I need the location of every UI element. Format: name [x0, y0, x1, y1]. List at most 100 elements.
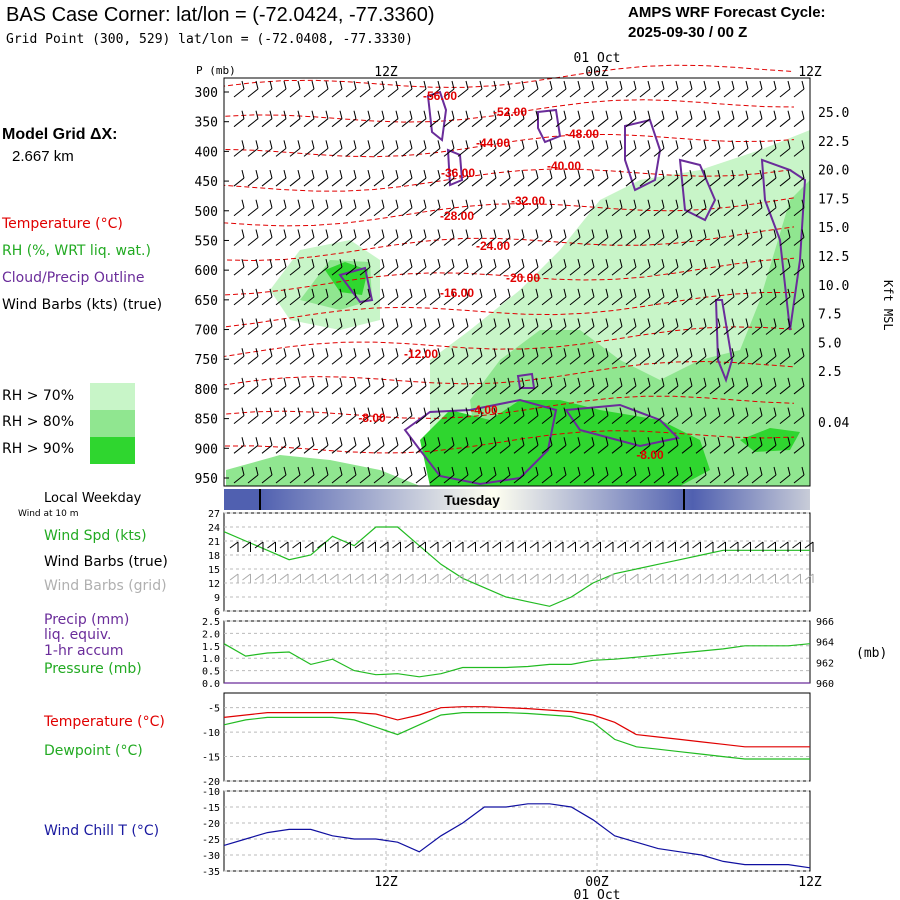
wind-barb-staff: [261, 355, 273, 365]
wind-barb: [443, 407, 455, 425]
pressure-tick-label: 450: [195, 175, 218, 190]
wind-barb-flag: [619, 437, 623, 446]
wind-barb: [303, 110, 315, 128]
wind-barb-flag: [381, 288, 385, 297]
wind-barb: [359, 199, 371, 217]
wind-barb-flag: [479, 259, 483, 268]
wind-barb: [513, 199, 525, 217]
temperature-contour-label: -40.00: [547, 159, 581, 173]
wind-barb: [597, 288, 609, 306]
wind-barb-staff: [639, 207, 651, 217]
wind-barb: [779, 466, 791, 484]
wind-barb: [765, 348, 777, 365]
wind-barb: [261, 110, 273, 128]
wind-barb: [695, 377, 707, 395]
wind-barb-flag: [297, 318, 301, 327]
wind-barb-flag: [353, 318, 357, 327]
wind-barb-true: [554, 541, 564, 549]
wind-barb-flag: [787, 169, 791, 179]
wind-barb-true: [242, 541, 251, 549]
wind-barb-staff: [429, 207, 441, 217]
wind-barb-grid: [579, 573, 589, 581]
wind-barb-flag: [241, 466, 245, 476]
wind-barb-staff: [569, 88, 581, 98]
wind-barb-staff: [681, 147, 693, 157]
wind-barb-flag: [675, 80, 679, 90]
wind-barb: [499, 169, 511, 187]
wind-barb-flag: [367, 169, 371, 179]
wind-barb: [443, 110, 455, 128]
wind-barb-flag: [493, 140, 497, 149]
wind-barb: [569, 199, 581, 217]
wind-barb: [695, 110, 707, 128]
wind-barb-staff: [289, 118, 301, 128]
wind-barb: [709, 377, 721, 395]
wind-barb-flag: [745, 348, 749, 357]
wind-barb-flag: [605, 348, 609, 357]
wind-barb-flag: [437, 199, 441, 208]
wind-barb: [499, 318, 511, 335]
wind-barb-staff: [247, 207, 259, 217]
wind-barb-staff: [569, 237, 581, 246]
wind-barb-flag: [689, 466, 693, 476]
wind-barb-true: [317, 541, 326, 549]
wind-barb: [499, 110, 511, 128]
wind-barb-staff: [415, 385, 427, 395]
wind-barb-staff: [275, 415, 287, 425]
wind-barb-flag: [507, 318, 511, 327]
wind-barb-flag: [703, 199, 707, 208]
wind-barb-flag: [689, 259, 693, 268]
wind-barb-grid: [617, 573, 626, 581]
wind-barb-staff: [485, 385, 497, 395]
wind-barb-flag: [801, 229, 805, 238]
wind-barb-flag: [745, 199, 749, 208]
wind-barb-staff: [415, 88, 427, 98]
wind-barb-flag: [633, 377, 637, 387]
wind-barb-staff: [233, 385, 245, 395]
wind-barb-staff: [541, 88, 553, 98]
wind-barb-flag: [255, 318, 259, 327]
wind-barb-staff: [611, 207, 623, 217]
wind-barb: [289, 110, 301, 128]
wind-barb-flag: [479, 140, 483, 149]
wind-barb-staff: [303, 118, 315, 128]
wind-barb: [667, 140, 679, 157]
wind-barb-grid: [692, 573, 701, 581]
wind-barb-grid: [292, 573, 301, 581]
wind-barb-flag: [563, 110, 567, 119]
wind-barb-staff: [415, 415, 427, 425]
wind-barb-flag: [563, 348, 567, 357]
wind-barb-flag: [381, 140, 385, 149]
wind-barb-staff: [625, 415, 637, 425]
pressure-tick-label: 600: [195, 264, 218, 279]
wind-barb-staff: [695, 266, 707, 276]
wind-barb: [233, 169, 245, 187]
wind-barb-flag: [675, 407, 679, 416]
wind-barb: [527, 80, 539, 98]
wind-barb: [415, 437, 427, 454]
wind-barb-flag: [465, 259, 469, 268]
rh70-label: RH > 70%: [2, 388, 75, 404]
wind-barb-flag: [465, 169, 469, 179]
wind-barb-flag: [759, 140, 763, 149]
wind-barb-flag: [423, 407, 427, 416]
wind-barb: [653, 318, 665, 335]
wind-barb-flag: [689, 169, 693, 179]
height-tick-label: 15.0: [818, 221, 849, 236]
wind-barb: [345, 437, 357, 454]
wind-barb-staff: [317, 385, 329, 395]
wind-barb: [247, 377, 259, 395]
wind-barb-staff: [401, 444, 413, 454]
wind-barb: [485, 437, 497, 454]
wind-barb: [317, 110, 329, 128]
wind-barb: [541, 377, 553, 395]
wind-barb-staff: [443, 474, 455, 484]
wind-barb-staff: [415, 266, 427, 276]
pressure-tick-label: 350: [195, 116, 218, 131]
temperature-contour: [223, 361, 795, 387]
wind-barb-staff: [597, 207, 609, 217]
wind-barb-flag: [423, 288, 427, 297]
wind-barb-flag: [563, 407, 567, 416]
wind-barb-staff: [653, 207, 665, 217]
wind-barb-flag: [521, 288, 525, 297]
